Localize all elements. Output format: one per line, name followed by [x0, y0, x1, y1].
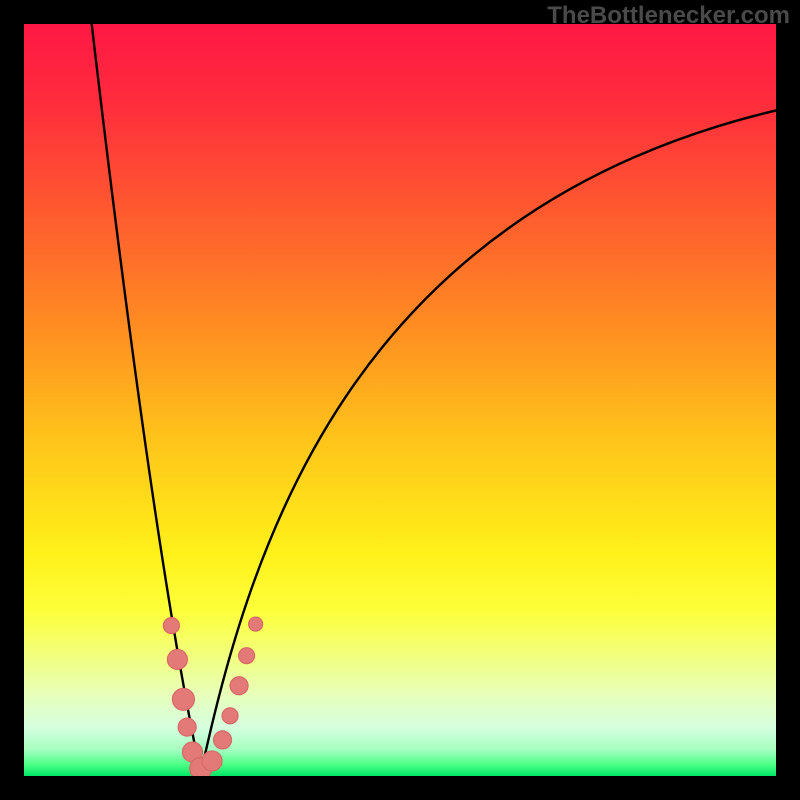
marker-point — [239, 648, 255, 664]
marker-point — [214, 731, 232, 749]
watermark-text: TheBottlenecker.com — [547, 2, 790, 30]
highlight-markers — [163, 617, 262, 776]
marker-point — [163, 618, 179, 634]
marker-point — [172, 688, 194, 710]
marker-point — [202, 751, 222, 771]
marker-point — [230, 677, 248, 695]
marker-point — [167, 649, 187, 669]
marker-point — [222, 708, 238, 724]
plot-area — [24, 24, 776, 776]
chart-root: TheBottlenecker.com — [0, 0, 800, 800]
marker-point — [178, 718, 196, 736]
marker-point — [249, 617, 263, 631]
bottleneck-curve — [92, 24, 776, 774]
curve-layer — [24, 24, 776, 776]
